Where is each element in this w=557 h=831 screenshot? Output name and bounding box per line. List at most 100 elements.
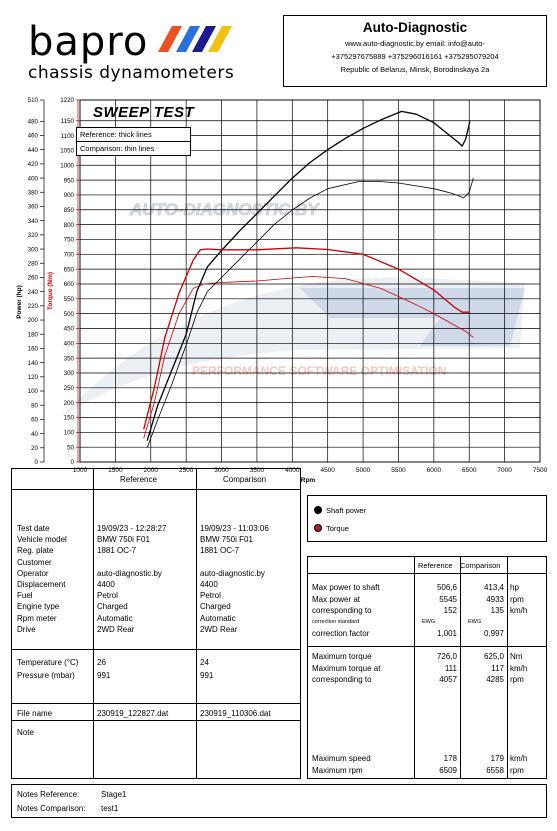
notes-box [11,784,547,818]
results-row: correction standard EWG EWG [312,617,547,629]
curve-legend-box: Shaft power Torque [307,495,547,542]
torque-tick-label: 700 [64,251,75,258]
watermark-text: PERFORMANCE SOFTWARE OPTIMISATION [192,364,446,378]
x-tick-label: 7000 [497,467,512,474]
notes-comparison-label: Notes Comparison: [17,804,86,813]
vehicle-reference-value: 1881 OC-7 [97,546,137,556]
torque-tick-label: 200 [64,400,75,407]
results-box [307,556,547,779]
torque-tick-label: 400 [64,341,75,348]
results-comparison-value: 135 [490,606,504,615]
power-tick-label: 240 [28,289,39,296]
power-tick-label: 440 [28,147,39,154]
results-unit: rpm [510,594,524,604]
condition-reference-value: 991 [97,671,111,680]
legend-reference-box: Reference: thick lines [76,127,191,142]
power-tick-label: 120 [28,374,39,381]
brand-stripes-logo [158,26,232,52]
results-comparison-value: 0,997 [483,629,504,638]
torque-tick-label: 800 [64,222,75,229]
results-speed-block: Maximum speed 178 179 km/h Maximum rpm 6509 65… [312,753,547,776]
torque-legend: Torque [326,524,349,533]
vehicle-reference-value: 4400 [97,579,115,589]
results-power-block: Max power to shaft 506,6 413,4 hp Max power … [312,582,547,640]
power-tick-label: 140 [28,360,39,367]
shaft-power-dot [314,506,322,514]
vehicle-label: Customer [17,557,52,567]
vehicle-comparison-value: 1881 OC-7 [200,546,240,556]
vehicle-label: Engine type [17,602,60,612]
results-row: Max power at 5545 4933 rpm [312,594,547,606]
vehicle-label: Rpm meter [17,613,57,623]
power-tick-label: 0 [35,459,39,466]
x-tick-label: 2000 [144,467,159,474]
x-tick-label: 7500 [533,467,548,474]
results-comparison-value: EWG [468,618,482,625]
stripe-red [158,26,182,52]
file-name-reference: 230919_122827.dat [97,709,169,718]
x-tick-label: 6000 [427,467,442,474]
torque-tick-label: 450 [64,326,75,333]
torque-dot [314,524,322,532]
torque-tick-label: 250 [64,385,75,392]
results-comparison-value: 413,4 [483,583,504,592]
legend-comparison-text: Comparison: thin lines [80,144,155,153]
vehicle-comparison-value: 4400 [200,579,218,589]
results-label: Maximum speed [312,754,371,763]
vehicle-col-reference: Reference [120,475,157,484]
brand-logo-text: bapro [28,19,149,65]
contact-title: Auto-Diagnostic [362,20,468,35]
torque-tick-label: 750 [64,237,75,244]
vehicle-label: Fuel [17,591,33,601]
vehicle-comparison-value: Petrol [200,591,221,601]
vehicle-comparison-value: 2WD Rear [200,624,238,634]
results-label: Max power at [312,594,361,604]
results-label: Maximum rpm [312,765,363,775]
vehicle-label: Test date [17,524,50,533]
chart-axes: 1000 1500 2000 2500 3000 3500 4000 4500 5000 5500… [16,97,548,484]
x-tick-label: 6500 [462,467,477,474]
legend-reference-text: Reference: thick lines [80,130,152,139]
vehicle-reference-value [97,557,166,568]
notes-reference-value: Stage1 [101,790,127,799]
torque-tick-label: 1220 [60,97,74,104]
note-label: Note [17,728,34,737]
torque-tick-label: 1100 [61,133,75,140]
results-unit: km/h [510,754,528,763]
vehicle-label: Drive [17,624,36,634]
power-tick-label: 60 [31,417,38,424]
chart-title: SWEEP TEST [93,104,195,121]
results-col-reference: Reference [418,561,453,570]
conditions-reference: 26 991 [97,657,110,683]
vehicle-comparison-value: 19/09/23 - 11:03:06 [200,524,269,533]
results-reference-value: EWG [422,618,436,625]
conditions-labels: Temperature (°C) Pressure (mbar) [17,657,78,683]
x-tick-label: 5500 [391,467,406,474]
results-unit: km/h [510,606,528,615]
vehicle-col-comparison: Comparison [223,475,267,484]
results-reference-value: 1,001 [436,629,457,638]
results-comparison-value: 625,0 [483,652,504,661]
results-reference-value: 152 [443,606,457,615]
results-row: corresponding to 4057 4285 rpm [312,674,547,686]
chart-series [143,110,474,448]
results-label: Max power to shaft [312,583,380,592]
contact-line: Republic of Belarus, Minsk, Borodinskaya… [340,65,490,74]
power-tick-label: 480 [28,118,39,125]
vehicle-comparison-value [200,557,269,568]
condition-comparison-value: 24 [200,658,209,667]
results-row: Max power to shaft 506,6 413,4 hp [312,582,547,594]
plot-frame [79,99,541,463]
vehicle-comparison-value: auto-diagnostic.by [200,568,265,578]
power-tick-label: 300 [28,246,39,253]
power-tick-label: 100 [28,388,39,395]
power-tick-label: 200 [28,317,39,324]
power-tick-label: 40 [31,431,38,438]
series-power-reference-line [146,110,471,441]
power-tick-label: 510 [28,97,39,104]
vehicle-reference-value: 2WD Rear [97,624,135,634]
torque-axis-label: Torque (Nm) [47,272,54,310]
power-tick-label: 380 [28,189,39,196]
condition-comparison-value: 991 [200,671,214,680]
